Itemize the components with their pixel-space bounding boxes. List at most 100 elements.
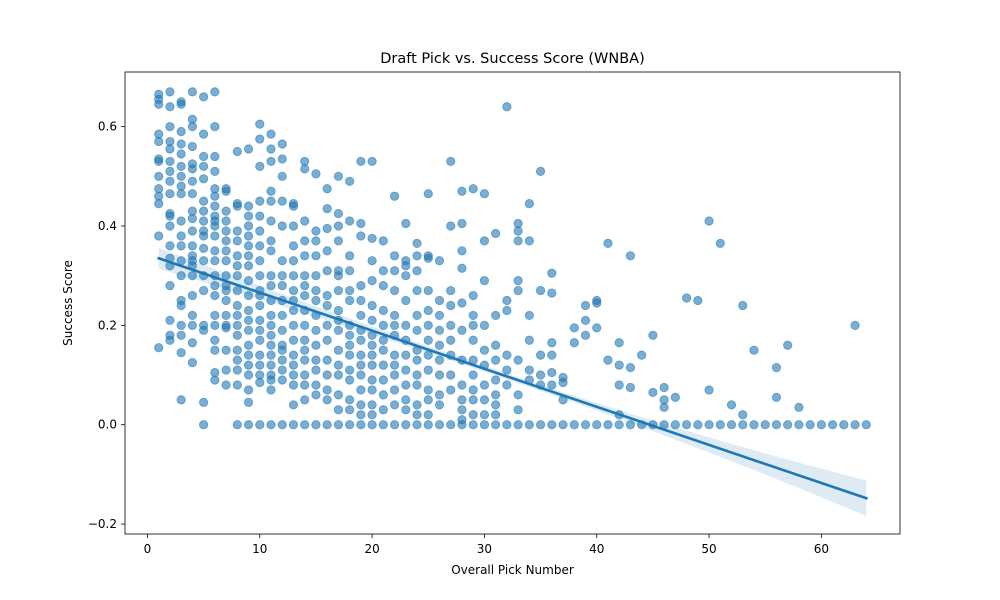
data-point <box>322 335 332 345</box>
data-point <box>255 196 265 206</box>
data-point <box>221 285 231 296</box>
data-point <box>378 266 388 276</box>
data-point <box>401 218 411 229</box>
data-point <box>199 243 209 253</box>
data-point <box>816 420 826 430</box>
data-point <box>232 285 242 296</box>
data-point <box>311 355 321 365</box>
data-point <box>513 405 523 415</box>
data-point <box>625 251 636 261</box>
data-point <box>300 290 310 301</box>
data-point <box>300 380 310 390</box>
data-point <box>199 285 209 296</box>
data-point <box>176 171 186 181</box>
data-point <box>356 231 366 241</box>
data-point <box>401 320 411 330</box>
data-point <box>232 271 242 281</box>
data-point <box>300 236 310 246</box>
data-point <box>210 310 220 321</box>
data-point <box>255 211 265 221</box>
data-point <box>491 420 501 430</box>
data-point <box>199 151 209 162</box>
data-point <box>176 320 186 330</box>
data-point <box>221 271 231 281</box>
data-point <box>446 221 456 231</box>
data-point <box>187 358 197 368</box>
data-point <box>221 380 231 390</box>
data-point <box>479 345 490 355</box>
data-point <box>828 420 838 430</box>
data-point <box>345 295 355 306</box>
data-point <box>255 241 265 251</box>
data-point <box>333 420 344 430</box>
data-point <box>288 350 299 360</box>
data-point <box>255 360 265 370</box>
data-point <box>367 156 377 167</box>
data-point <box>580 330 591 340</box>
data-point <box>243 211 254 221</box>
data-point <box>210 87 220 97</box>
data-point <box>277 310 287 321</box>
data-point <box>401 365 411 375</box>
data-point <box>165 315 175 325</box>
data-point <box>434 340 445 350</box>
data-point <box>165 102 175 112</box>
data-point <box>524 365 534 375</box>
data-point <box>524 236 534 246</box>
data-point <box>199 231 209 241</box>
data-point <box>603 420 613 430</box>
data-point <box>154 231 164 241</box>
data-point <box>457 325 467 335</box>
data-point <box>187 241 197 251</box>
data-point <box>210 335 220 345</box>
data-point <box>322 223 332 234</box>
data-point <box>378 375 388 385</box>
data-point <box>243 276 254 286</box>
data-point <box>783 340 793 350</box>
data-point <box>356 360 366 370</box>
data-point <box>266 340 276 350</box>
data-point <box>333 236 344 246</box>
data-point <box>266 385 276 395</box>
data-point <box>614 420 624 430</box>
data-point <box>333 370 344 380</box>
data-point <box>176 241 186 251</box>
data-point <box>423 350 433 360</box>
data-point <box>535 350 546 360</box>
data-point <box>367 400 377 410</box>
data-point <box>704 216 714 226</box>
data-point <box>457 298 467 308</box>
data-point <box>333 285 344 296</box>
data-point <box>311 325 321 335</box>
data-point <box>345 420 355 430</box>
data-point <box>288 271 299 281</box>
data-point <box>165 166 175 176</box>
data-point <box>311 380 321 390</box>
data-point <box>637 350 647 360</box>
data-point <box>603 238 613 248</box>
data-point <box>412 266 422 276</box>
data-point <box>356 410 366 420</box>
data-point <box>255 119 265 129</box>
data-point <box>412 251 422 261</box>
confidence-band <box>158 247 867 517</box>
data-point <box>401 350 411 360</box>
data-point <box>322 204 332 214</box>
data-point <box>243 420 254 430</box>
data-point <box>479 189 490 199</box>
data-point <box>659 402 669 412</box>
data-point <box>266 236 276 246</box>
data-point <box>266 420 276 430</box>
data-point <box>165 281 175 291</box>
data-point <box>389 285 400 296</box>
data-point <box>165 335 175 345</box>
data-point <box>210 320 220 330</box>
data-point <box>288 201 299 211</box>
data-point <box>468 335 478 345</box>
data-point <box>232 300 242 311</box>
data-point <box>210 281 220 291</box>
chart-title: Draft Pick vs. Success Score (WNBA) <box>380 51 645 67</box>
data-point <box>277 355 287 365</box>
data-point <box>176 149 186 159</box>
data-point <box>288 335 299 345</box>
